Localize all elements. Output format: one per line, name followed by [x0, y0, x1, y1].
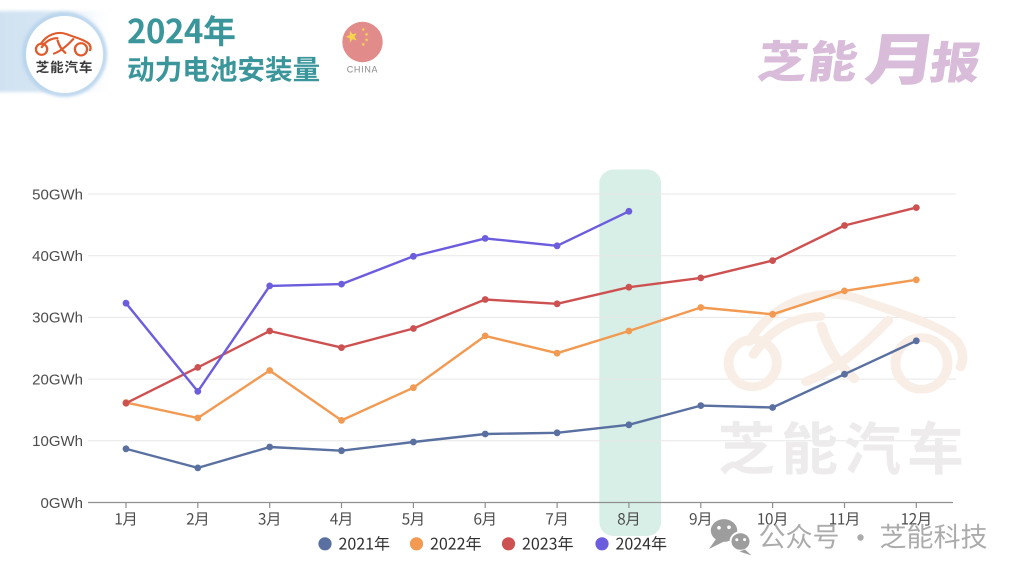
svg-text:0GWh: 0GWh	[40, 495, 83, 512]
svg-text:CHINA: CHINA	[347, 65, 379, 75]
svg-text:10GWh: 10GWh	[32, 433, 83, 450]
svg-text:50GWh: 50GWh	[32, 186, 83, 203]
svg-text:20GWh: 20GWh	[32, 371, 83, 388]
svg-text:40GWh: 40GWh	[32, 248, 83, 265]
svg-text:30GWh: 30GWh	[32, 310, 83, 327]
